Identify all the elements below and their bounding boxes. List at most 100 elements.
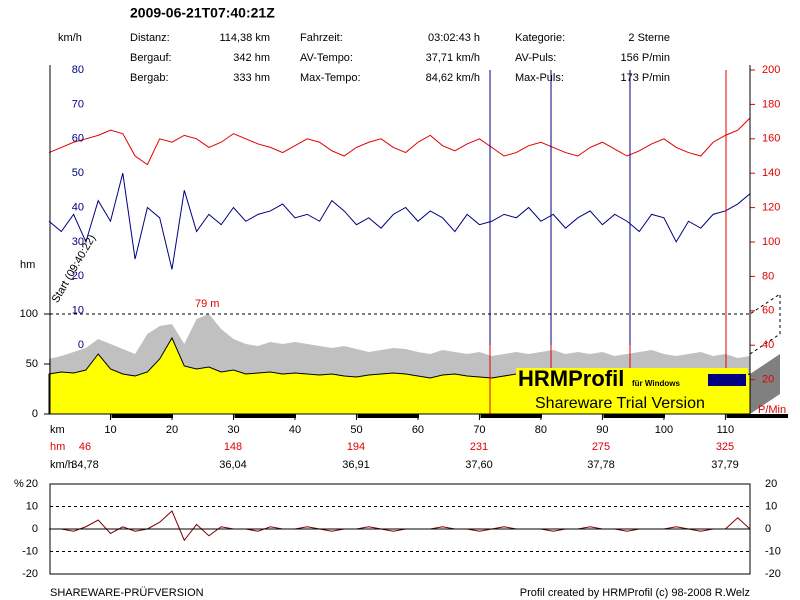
summary-kmh: 37,79: [711, 459, 739, 471]
x-tick-label: 50: [350, 424, 362, 436]
y-tick-label: 10: [72, 305, 84, 317]
stat-label: AV-Tempo:: [300, 52, 353, 64]
watermark-sub: für Windows: [632, 379, 680, 388]
y-axis-label: hm: [20, 259, 35, 271]
stat-label: Bergab:: [130, 72, 169, 84]
x-tick-label: 100: [655, 424, 673, 436]
y-tick-label: 60: [72, 133, 84, 145]
stat-value: 114,38 km: [219, 32, 270, 44]
box-side: [750, 354, 780, 414]
data-line: [48, 117, 751, 166]
y-tick-label: 10: [765, 500, 777, 512]
y2-tick-label: 160: [762, 133, 780, 145]
summary-hm: 325: [716, 441, 734, 453]
stat-label: Max-Tempo:: [300, 72, 361, 84]
y2-axis-label: P/Min: [758, 404, 786, 416]
title: 2009-06-21T07:40:21Z: [130, 5, 275, 21]
y-tick-label: 20: [72, 270, 84, 282]
summary-kmh: 36,91: [342, 459, 370, 471]
axis-bar: [726, 414, 788, 418]
axis-bar: [603, 414, 665, 418]
y-tick-label: -20: [765, 568, 781, 580]
annotation: 79 m: [195, 298, 219, 310]
y-tick-label: 100: [20, 308, 38, 320]
x-tick-label: 60: [412, 424, 424, 436]
y2-tick-label: 100: [762, 236, 780, 248]
stat-value: 173 P/min: [620, 72, 670, 84]
y-tick-label: 80: [72, 64, 84, 76]
stat-value: 333 hm: [233, 72, 270, 84]
stat-label: AV-Puls:: [515, 52, 556, 64]
axis-bar: [111, 414, 173, 418]
stat-label: Bergauf:: [130, 52, 172, 64]
footer-left: SHAREWARE-PRÜFVERSION: [50, 587, 204, 599]
summary-hm: 275: [592, 441, 610, 453]
y-tick-label: 40: [72, 201, 84, 213]
y2-tick-label: 80: [762, 270, 774, 282]
axis-bar: [234, 414, 296, 418]
summary-hm: 148: [224, 441, 242, 453]
box-edge: [749, 293, 781, 355]
footer-right: Profil created by HRMProfil (c) 98-2008 …: [520, 587, 750, 599]
stat-value: 2 Sterne: [628, 32, 670, 44]
x-tick-label: 70: [473, 424, 485, 436]
x-tick-label: 30: [227, 424, 239, 436]
summary-kmh: 36,04: [219, 459, 247, 471]
y-tick-label: 30: [72, 236, 84, 248]
stat-value: 03:02:43 h: [428, 32, 480, 44]
summary-kmh: 37,60: [465, 459, 493, 471]
y-tick-label: 20: [26, 478, 38, 490]
stat-label: Kategorie:: [515, 32, 565, 44]
stat-value: 156 P/min: [620, 52, 670, 64]
summary-label: hm: [50, 441, 65, 453]
y2-tick-label: 140: [762, 167, 780, 179]
watermark-logo: HRMProfil: [518, 366, 624, 391]
y-tick-label: -20: [22, 568, 38, 580]
axis-bar: [480, 414, 542, 418]
x-axis-label: km: [50, 424, 65, 436]
y2-tick-label: 180: [762, 98, 780, 110]
y-tick-label: -10: [22, 545, 38, 557]
y-tick-label: 20: [765, 478, 777, 490]
summary-hm: 194: [347, 441, 365, 453]
y-tick-label: -10: [765, 545, 781, 557]
lap-markers: [489, 70, 727, 414]
summary-label: km/h: [50, 459, 74, 471]
data-line: [48, 173, 751, 270]
y2-tick-label: 60: [762, 305, 774, 317]
stat-value: 342 hm: [233, 52, 270, 64]
y-tick-label: 10: [26, 500, 38, 512]
y-axis-label: %: [14, 478, 24, 490]
data-line: [49, 510, 751, 542]
x-tick-label: 40: [289, 424, 301, 436]
y2-tick-label: 40: [762, 339, 774, 351]
watermark-notice: Shareware Trial Version: [535, 395, 705, 412]
y2-tick-label: 120: [762, 202, 780, 214]
stat-value: 84,62 km/h: [426, 72, 480, 84]
x-tick-label: 10: [104, 424, 116, 436]
y-tick-label: 0: [765, 523, 771, 535]
stat-label: Max-Puls:: [515, 72, 564, 84]
stat-label: Distanz:: [130, 32, 170, 44]
x-tick-label: 20: [166, 424, 178, 436]
x-tick-label: 80: [535, 424, 547, 436]
y-tick-label: 50: [26, 358, 38, 370]
stat-value: 37,71 km/h: [426, 52, 480, 64]
summary-kmh: 34,78: [71, 459, 99, 471]
y-tick-label: 70: [72, 98, 84, 110]
y-tick-label: 0: [32, 408, 38, 420]
summary-hm: 231: [470, 441, 488, 453]
summary-kmh: 37,78: [587, 459, 615, 471]
y-tick-label: 0: [78, 339, 84, 351]
y-tick-label: 50: [72, 167, 84, 179]
summary-hm: 46: [79, 441, 91, 453]
watermark-icon: [708, 374, 746, 386]
y-axis-label: km/h: [58, 32, 82, 44]
y2-tick-label: 200: [762, 64, 780, 76]
axis-bar: [357, 414, 419, 418]
stat-label: Fahrzeit:: [300, 32, 343, 44]
y-tick-label: 0: [32, 523, 38, 535]
x-tick-label: 110: [717, 424, 735, 436]
